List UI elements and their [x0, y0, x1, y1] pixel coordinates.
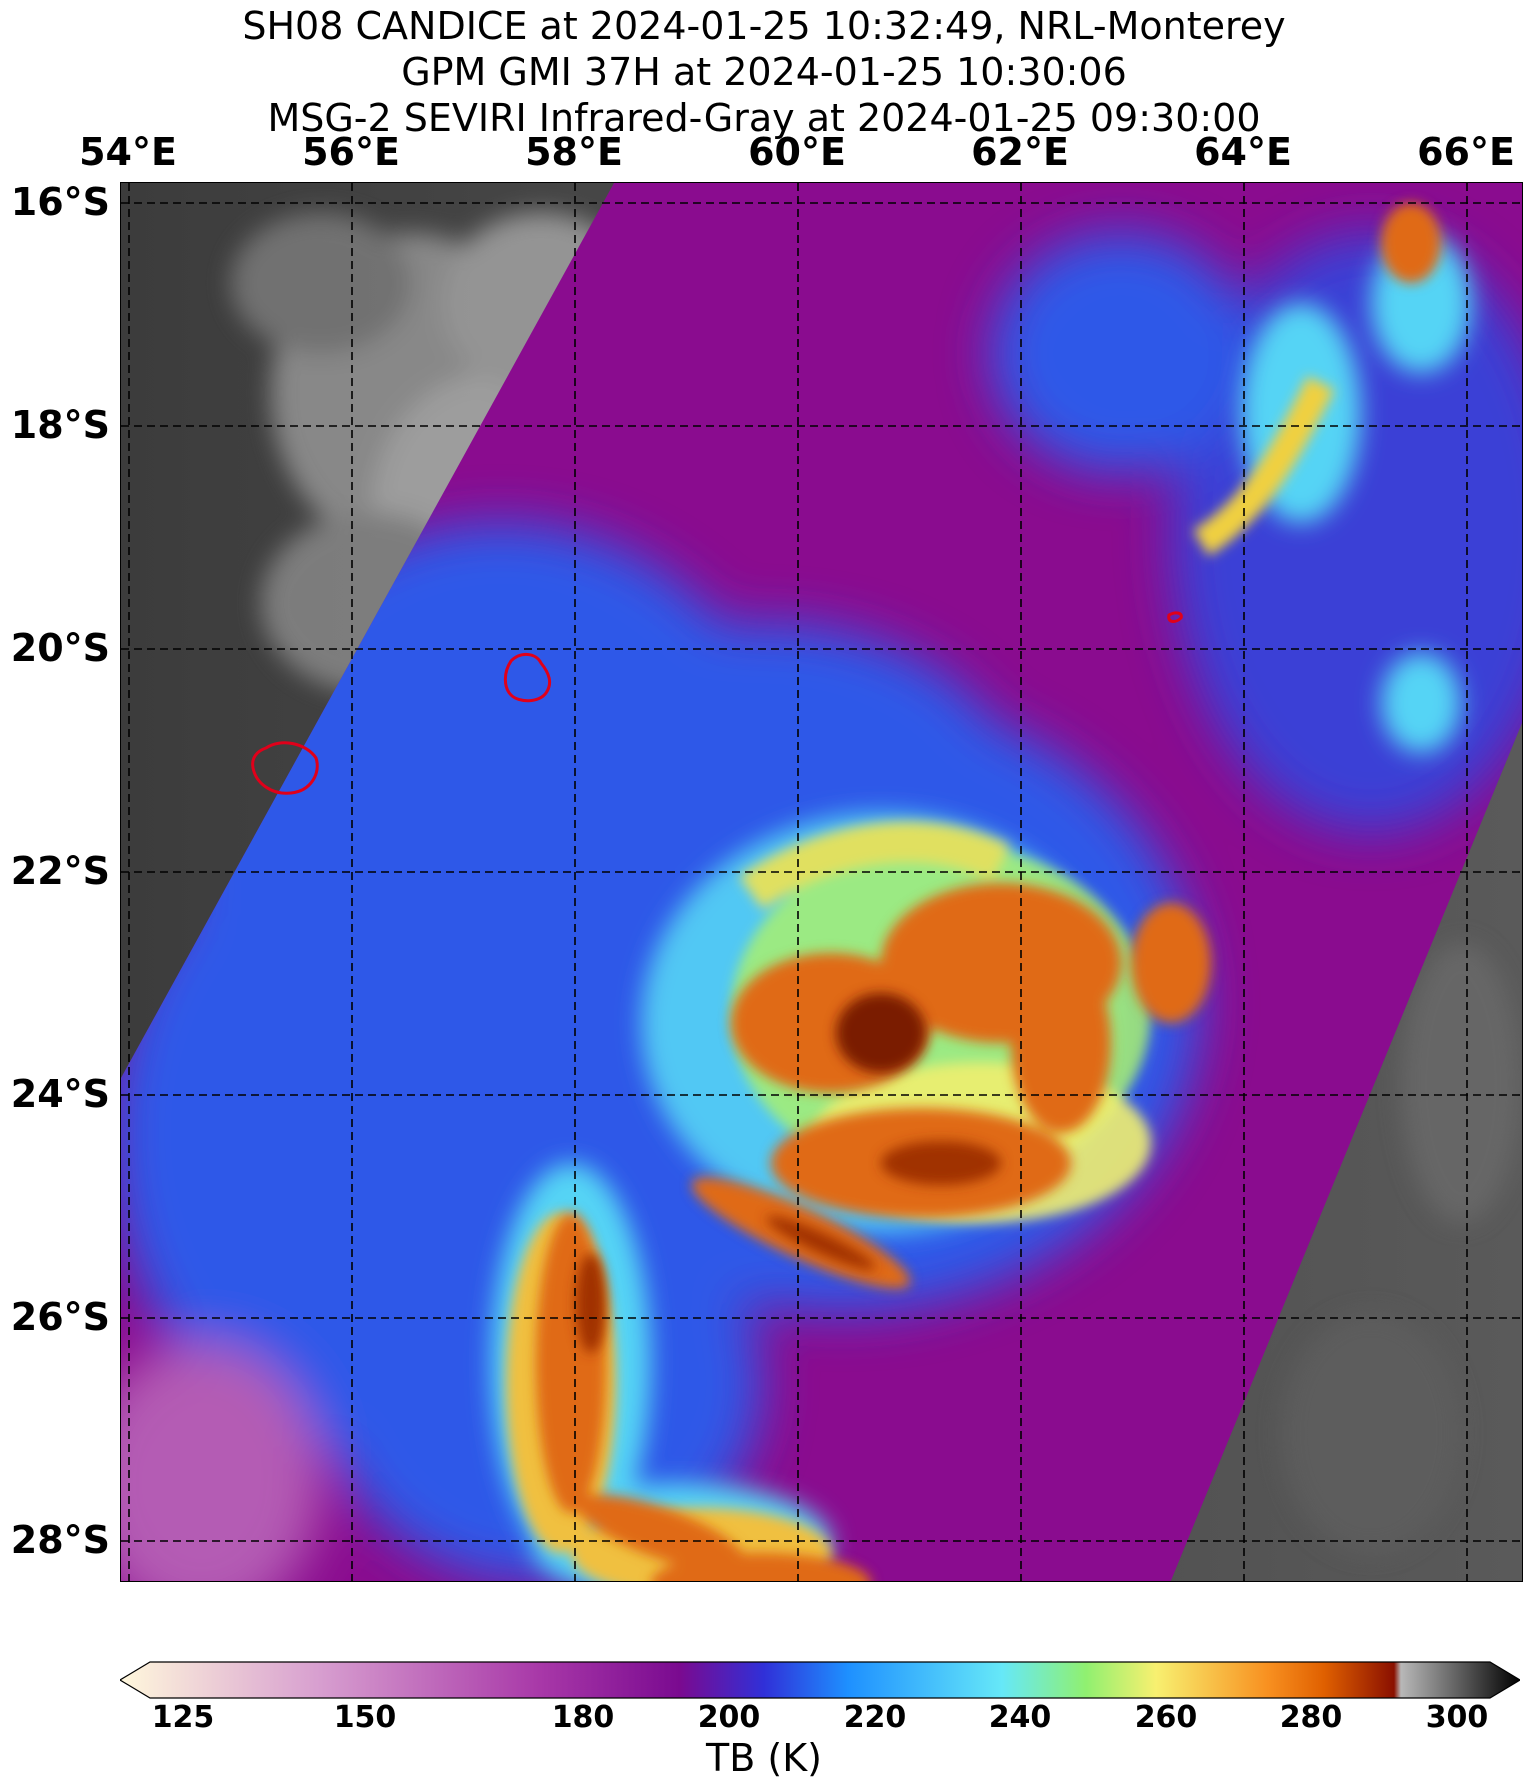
lat-label-26s: 26°S [10, 1295, 110, 1339]
colorbar-tick-240: 240 [988, 1700, 1052, 1735]
colorbar-tick-220: 220 [843, 1700, 907, 1735]
island-reunion [251, 741, 319, 795]
lat-label-16s: 16°S [10, 180, 110, 224]
lon-label-58e: 58°E [525, 130, 623, 174]
colorbar-tick-200: 200 [697, 1700, 761, 1735]
colorbar [120, 1661, 1520, 1699]
lat-label-22s: 22°S [10, 849, 110, 893]
colorbar-tick-180: 180 [551, 1700, 615, 1735]
lon-label-56e: 56°E [302, 130, 400, 174]
title-line-1: SH08 CANDICE at 2024-01-25 10:32:49, NRL… [242, 4, 1286, 48]
title-line-2: GPM GMI 37H at 2024-01-25 10:30:06 [401, 50, 1127, 94]
lon-label-66e: 66°E [1417, 130, 1515, 174]
title-line-3: MSG-2 SEVIRI Infrared-Gray at 2024-01-25… [267, 96, 1261, 140]
lat-label-18s: 18°S [10, 403, 110, 447]
island-rodrigues [1167, 611, 1183, 623]
lon-label-64e: 64°E [1194, 130, 1292, 174]
lat-label-28s: 28°S [10, 1518, 110, 1562]
colorbar-tick-150: 150 [333, 1700, 397, 1735]
map-canvas [121, 183, 1522, 1581]
satellite-map [120, 182, 1523, 1582]
lon-label-54e: 54°E [79, 130, 177, 174]
colorbar-tick-300: 300 [1425, 1700, 1489, 1735]
lon-label-60e: 60°E [748, 130, 846, 174]
lon-label-62e: 62°E [971, 130, 1069, 174]
colorbar-label: TB (K) [706, 1736, 822, 1780]
colorbar-tick-280: 280 [1279, 1700, 1343, 1735]
island-mauritius [503, 653, 552, 703]
colorbar-tick-125: 125 [151, 1700, 215, 1735]
coastlines [251, 611, 1183, 795]
lat-label-20s: 20°S [10, 626, 110, 670]
lat-label-24s: 24°S [10, 1072, 110, 1116]
microwave-swath [121, 183, 1522, 1581]
colorbar-tick-260: 260 [1134, 1700, 1198, 1735]
